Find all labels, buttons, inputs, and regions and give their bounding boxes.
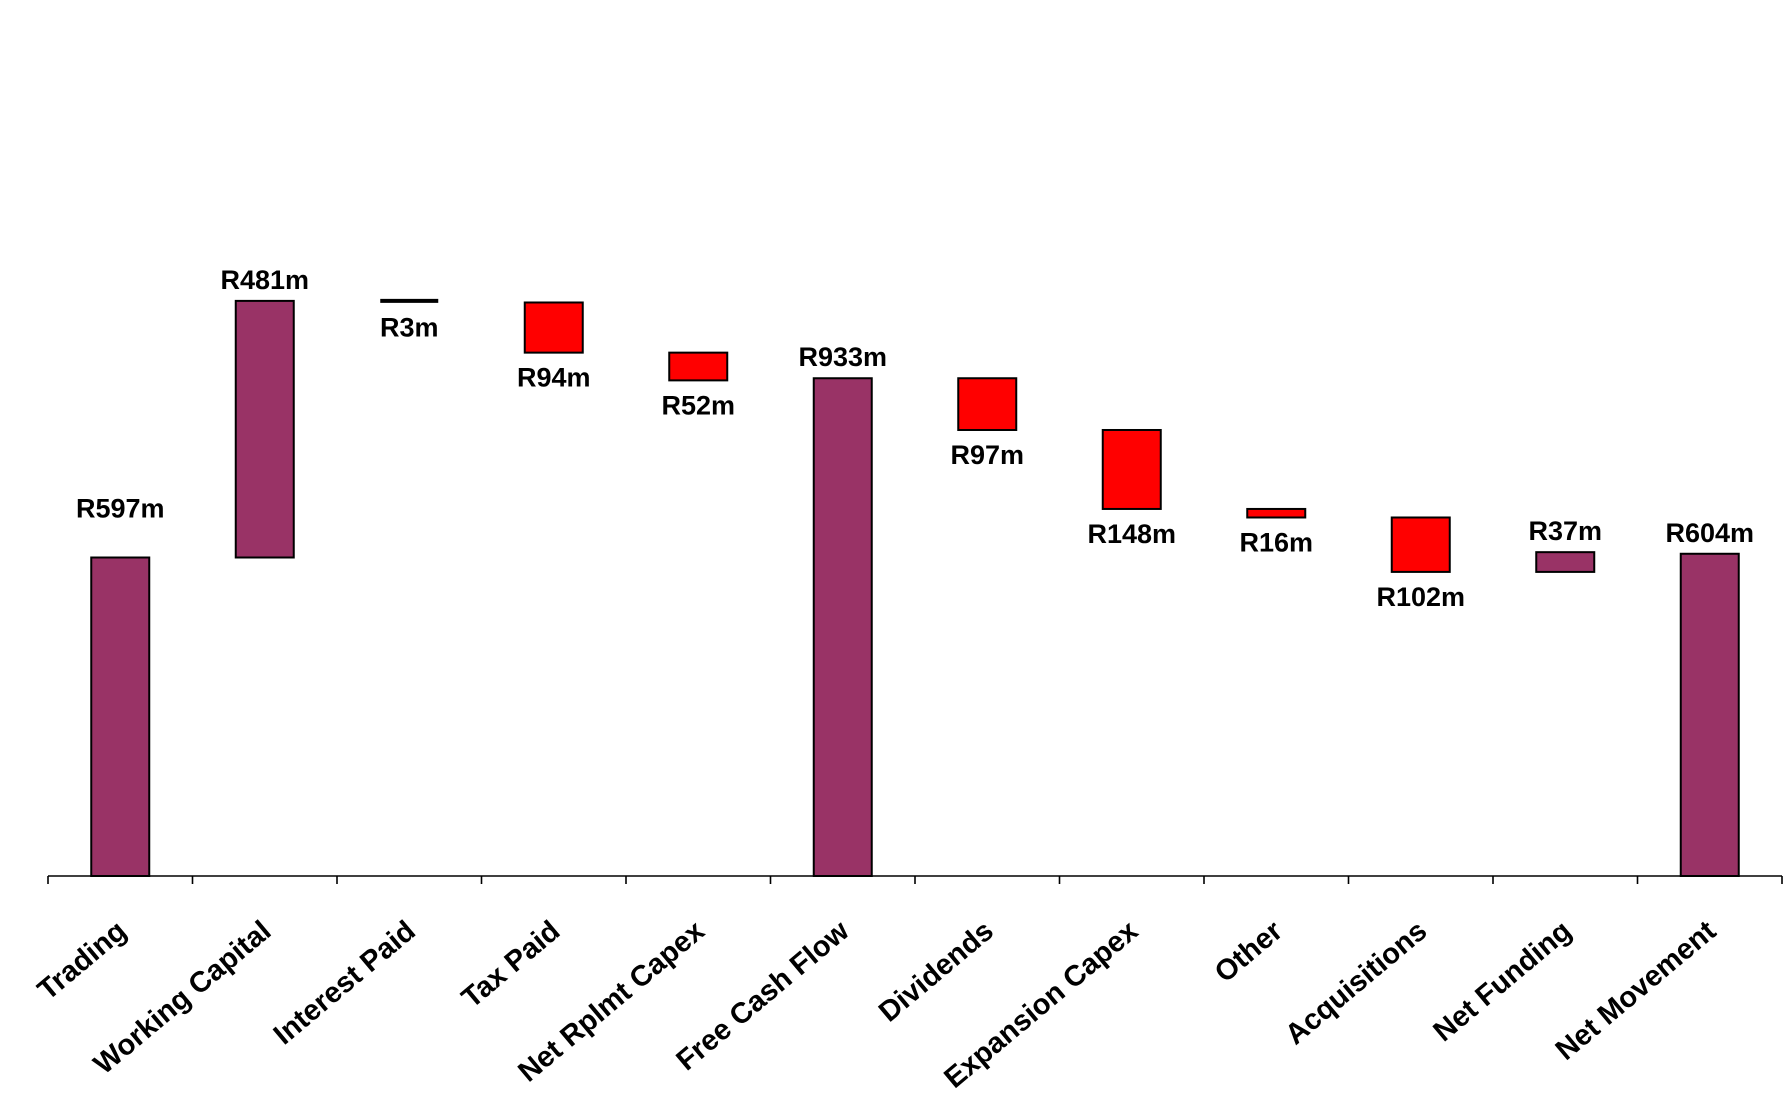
bar-acquisitions xyxy=(1390,516,1451,573)
x-tick-label: Dividends xyxy=(873,915,1000,1029)
data-label: R481m xyxy=(220,265,309,295)
bar-net-funding xyxy=(1535,551,1596,573)
bar-tax-paid xyxy=(523,301,584,354)
bar-trading xyxy=(90,556,151,877)
data-label: R102m xyxy=(1376,582,1465,612)
x-tick-label: Other xyxy=(1209,915,1289,989)
bar-free-cash-flow xyxy=(812,377,873,877)
data-label: R3m xyxy=(380,312,439,342)
data-label: R16m xyxy=(1239,527,1313,557)
data-label: R604m xyxy=(1665,518,1754,548)
data-label: R148m xyxy=(1087,519,1176,549)
x-tick-label: Trading xyxy=(32,915,133,1007)
data-label: R933m xyxy=(798,342,887,372)
data-label: R97m xyxy=(950,440,1024,470)
value-labels: R597m R481m R3m R94m R52m R933m R97m R148m R16m R… xyxy=(76,265,1754,612)
x-tick-label: Tax Paid xyxy=(456,915,566,1015)
bar-net-rplmt-capex xyxy=(668,351,729,382)
bar-dividends xyxy=(957,377,1018,431)
data-label: R37m xyxy=(1528,516,1602,546)
x-tick-label: Acquisitions xyxy=(1279,915,1433,1051)
x-tick-label: Net Funding xyxy=(1428,915,1578,1048)
data-label: R597m xyxy=(76,494,165,524)
x-tick-label: Interest Paid xyxy=(268,915,422,1051)
bar-expansion-capex xyxy=(1101,428,1162,510)
data-label: R94m xyxy=(517,363,591,393)
data-label: R52m xyxy=(661,390,735,420)
bar-other xyxy=(1246,507,1307,519)
bars-layer xyxy=(90,298,1740,877)
x-axis xyxy=(47,875,1783,884)
bar-working-capital xyxy=(234,299,295,559)
bar-net-movement xyxy=(1679,552,1740,877)
